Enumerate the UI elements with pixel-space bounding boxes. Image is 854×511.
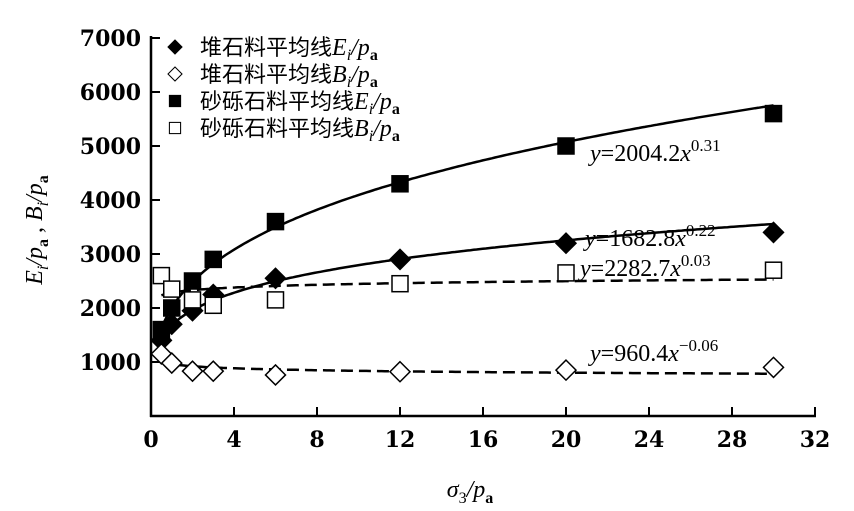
- y-tick-label: 7000: [80, 26, 141, 52]
- legend-marker: [167, 66, 183, 82]
- x-tick-label: 0: [143, 427, 158, 453]
- data-point-3: [557, 264, 575, 282]
- fit-equation-label: y=1682.8x0.22: [583, 221, 716, 252]
- y-axis-label: Ei/pa , Bi/pa: [22, 175, 52, 286]
- data-point-3: [183, 291, 202, 309]
- y-tick-label: 3000: [80, 242, 141, 268]
- legend-item: 砂砾石料平均线Ei/pa: [168, 89, 400, 118]
- data-point-1: [388, 360, 412, 383]
- fit-equation-label: y=2004.2x0.31: [588, 136, 721, 167]
- y-tick-label: 6000: [80, 80, 141, 106]
- data-point-3: [764, 261, 783, 279]
- legend-label: 堆石料平均线Ei/pa: [200, 35, 378, 64]
- legend-marker: [168, 94, 182, 108]
- data-point-0: [264, 267, 287, 290]
- legend-marker: [168, 121, 182, 135]
- fit-curve-2: [160, 104, 774, 330]
- data-point-3: [152, 266, 171, 285]
- x-tick-label: 16: [468, 427, 499, 453]
- data-point-1: [181, 360, 204, 383]
- data-point-1: [554, 359, 578, 382]
- legend-label: 砂砾石料平均线Bi/pa: [200, 116, 400, 145]
- fit-equation-label: y=960.4x−0.06: [588, 336, 718, 367]
- data-point-2: [266, 212, 285, 231]
- y-tick-label: 1000: [80, 350, 141, 376]
- x-axis-label: σ3/pa: [447, 477, 494, 507]
- data-point-1: [762, 356, 785, 379]
- x-tick-label: 20: [551, 427, 582, 453]
- x-tick-label: 8: [309, 427, 324, 453]
- data-point-0: [762, 221, 785, 244]
- data-point-3: [163, 280, 181, 298]
- x-tick-label: 24: [634, 427, 665, 453]
- fit-equation-label: y=2282.7x0.03: [578, 251, 711, 282]
- data-point-3: [391, 274, 409, 293]
- x-tick-label: 32: [800, 427, 831, 453]
- data-point-0: [388, 248, 412, 271]
- data-point-1: [264, 363, 287, 387]
- data-point-1: [160, 352, 183, 375]
- data-point-2: [391, 175, 409, 193]
- data-point-0: [554, 232, 578, 255]
- x-tick-label: 4: [226, 427, 241, 453]
- y-tick-label: 5000: [80, 134, 141, 160]
- fit-curve-3: [161, 278, 774, 297]
- data-point-2: [163, 299, 181, 317]
- y-tick-label: 2000: [80, 296, 141, 322]
- legend-marker: [167, 39, 183, 55]
- data-point-2: [204, 250, 222, 269]
- data-point-1: [202, 360, 225, 383]
- x-tick-label: 28: [717, 427, 748, 453]
- fit-curve-1: [161, 360, 774, 375]
- data-point-2: [152, 320, 171, 339]
- legend-item: 堆石料平均线Bi/pa: [167, 62, 378, 91]
- legend-label: 砂砾石料平均线Ei/pa: [200, 89, 400, 118]
- data-point-3: [266, 291, 285, 309]
- fit-curve-0: [160, 222, 774, 339]
- legend: 堆石料平均线Ei/pa堆石料平均线Bi/pa砂砾石料平均线Ei/pa砂砾石料平均…: [167, 35, 400, 145]
- legend-item: 堆石料平均线Ei/pa: [167, 35, 378, 64]
- legend-item: 砂砾石料平均线Bi/pa: [168, 116, 400, 145]
- data-point-3: [204, 296, 222, 315]
- data-point-2: [183, 272, 202, 290]
- legend-label: 堆石料平均线Bi/pa: [200, 62, 378, 91]
- y-tick-label: 4000: [80, 188, 141, 214]
- data-point-2: [557, 137, 575, 155]
- data-point-2: [764, 104, 783, 123]
- x-tick-label: 12: [385, 427, 416, 453]
